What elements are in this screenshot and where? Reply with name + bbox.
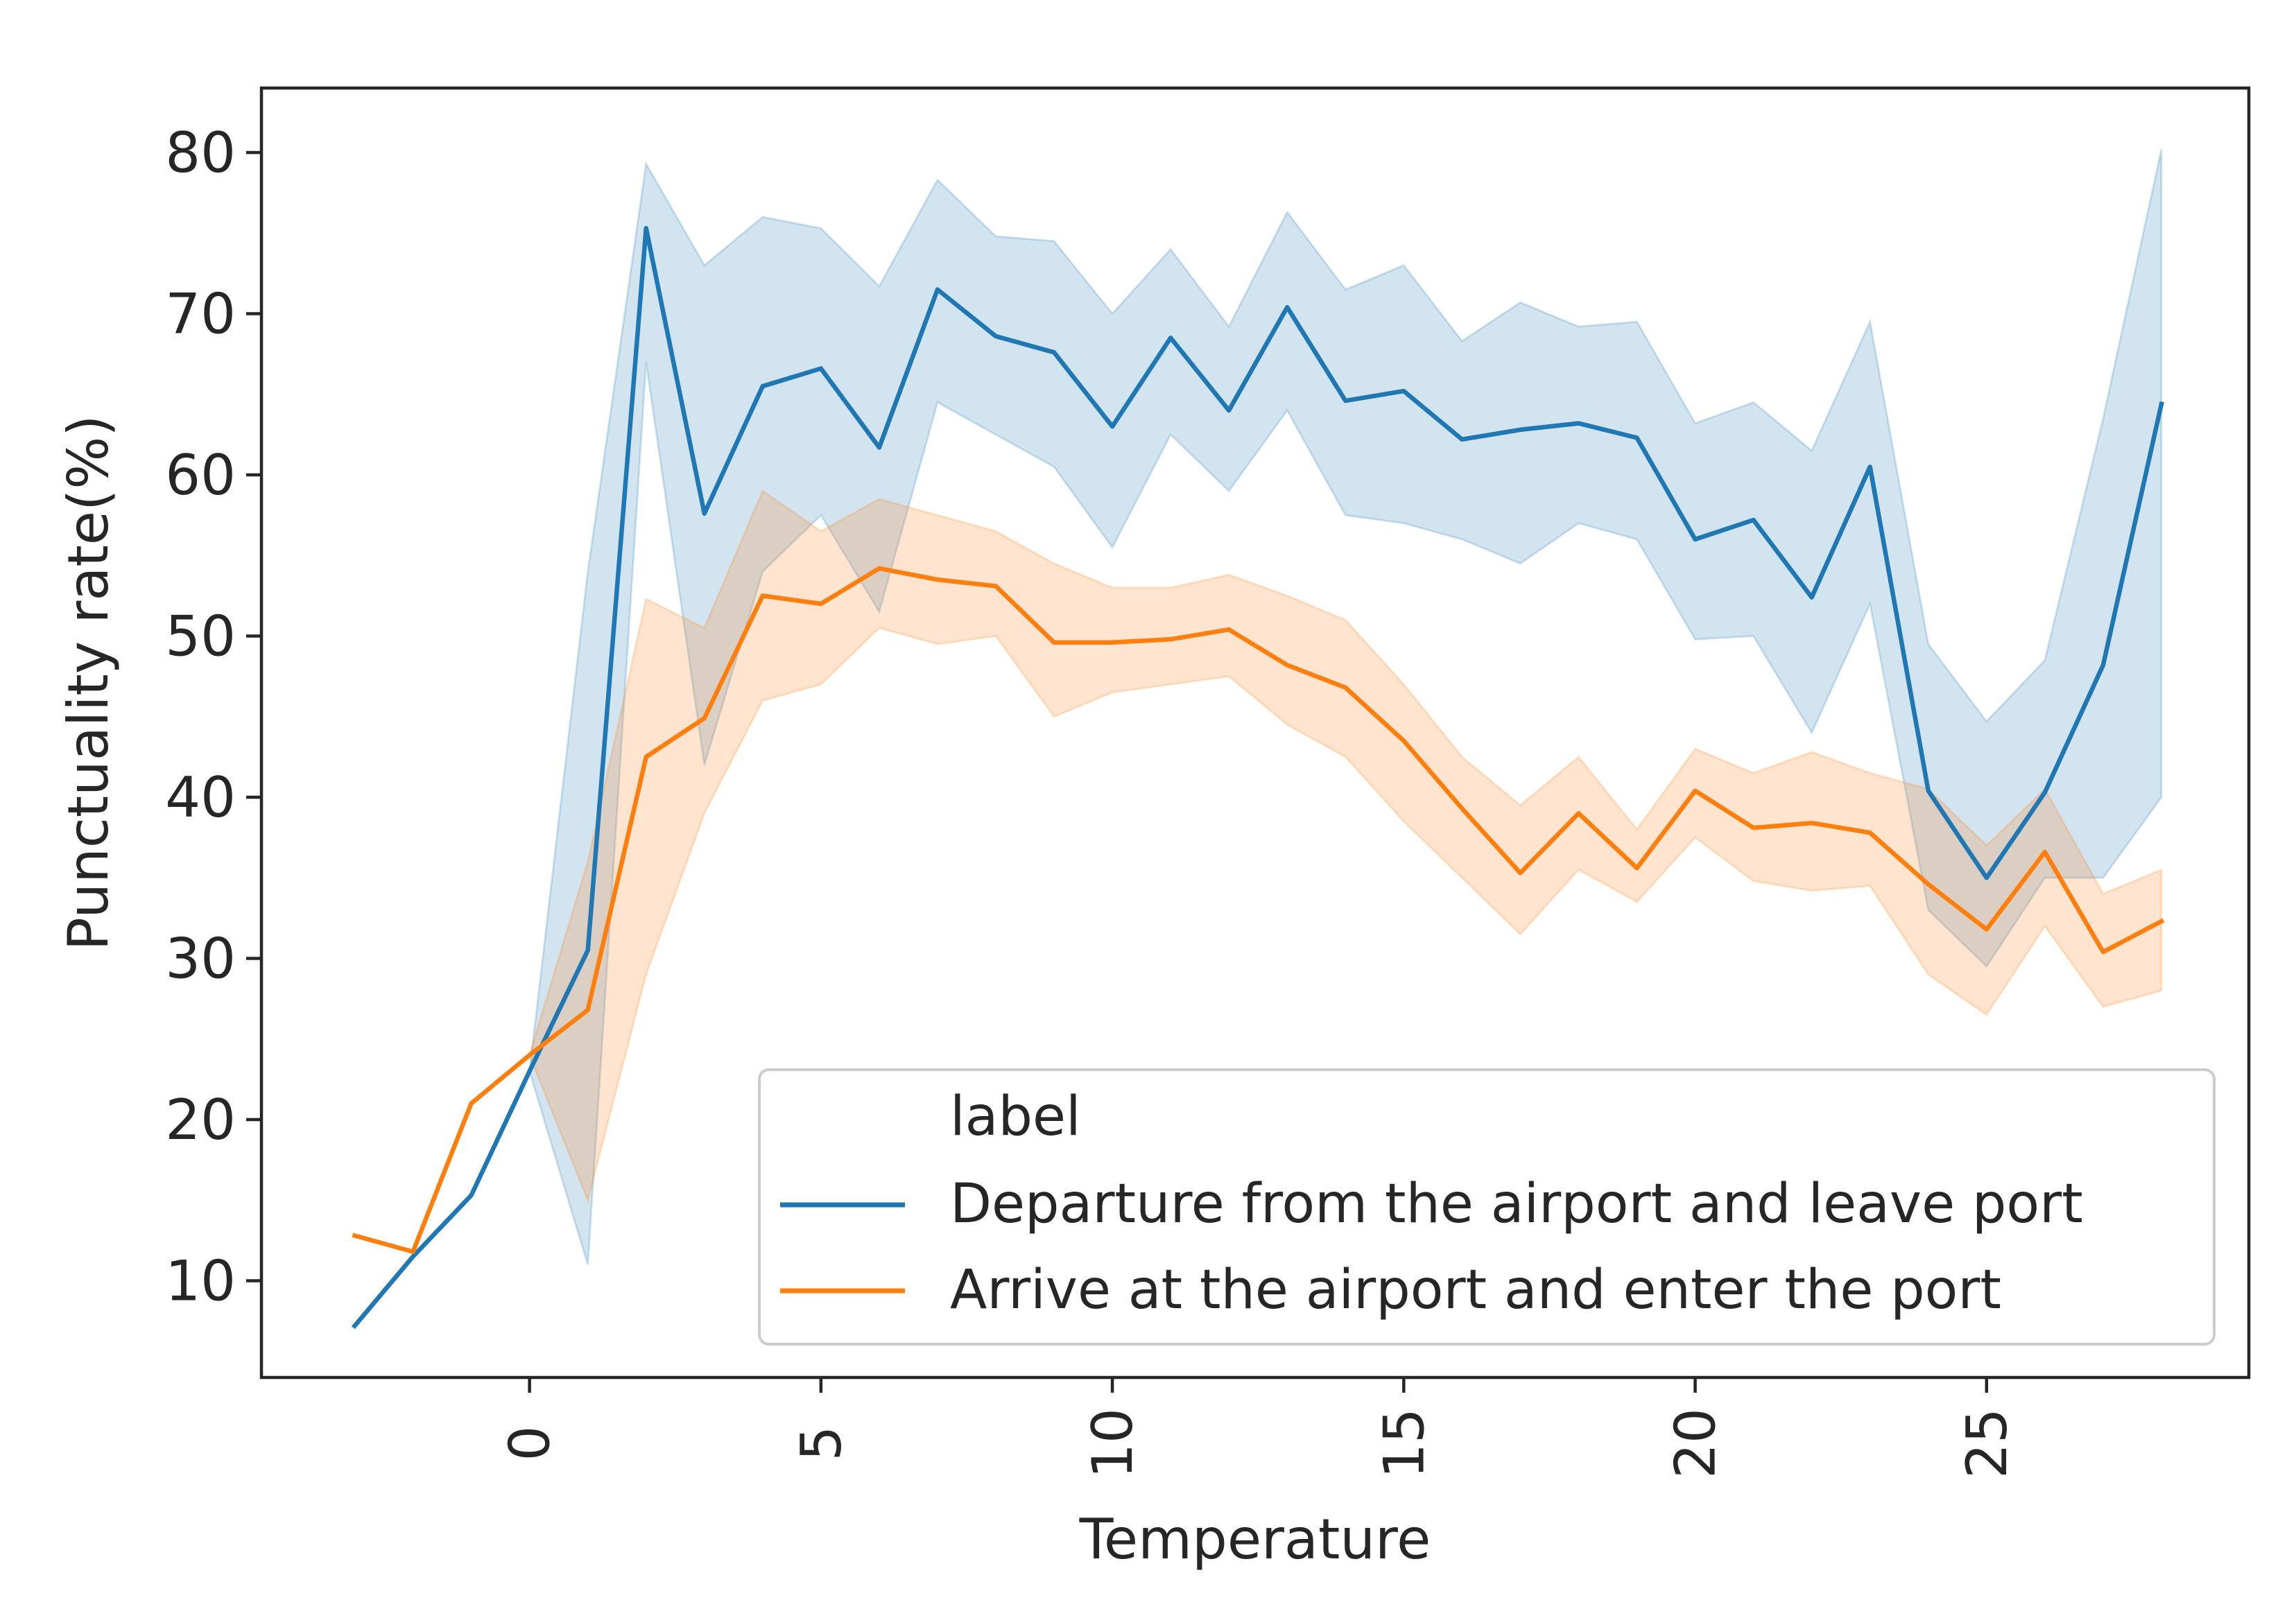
y-tick-label: 70 bbox=[165, 282, 236, 347]
series-line-departure bbox=[351, 226, 2164, 1330]
x-axis-label: Temperature bbox=[1079, 1507, 1431, 1572]
y-tick-label: 60 bbox=[165, 443, 236, 507]
y-axis-label: Punctuality rate(%) bbox=[56, 415, 121, 951]
y-axis: 10 20 30 40 50 60 70 80 bbox=[165, 121, 261, 1314]
confidence-bands bbox=[354, 149, 2163, 1327]
legend-label-arrival: Arrive at the airport and enter the port bbox=[950, 1259, 2001, 1321]
y-tick-label: 50 bbox=[165, 605, 236, 669]
x-axis: 0 5 10 15 20 25 bbox=[498, 1377, 2019, 1479]
x-tick-label: 20 bbox=[1664, 1408, 1728, 1479]
legend-title: label bbox=[950, 1086, 1081, 1148]
legend-label-departure: Departure from the airport and leave por… bbox=[950, 1173, 2083, 1235]
series-line-arrive bbox=[352, 566, 2165, 1254]
x-tick-label: 0 bbox=[498, 1426, 562, 1461]
legend: label Departure from the airport and lea… bbox=[758, 1068, 2216, 1346]
y-tick-label: 20 bbox=[165, 1088, 236, 1152]
y-tick-label: 40 bbox=[165, 765, 236, 830]
confidence-band-arrive bbox=[354, 489, 2163, 1253]
x-tick-label: 10 bbox=[1080, 1408, 1145, 1479]
x-tick-label: 25 bbox=[1955, 1408, 2019, 1479]
x-tick-label: 15 bbox=[1372, 1408, 1436, 1479]
confidence-band-departure bbox=[354, 149, 2163, 1327]
legend-box bbox=[758, 1068, 2216, 1346]
y-tick-label: 30 bbox=[165, 927, 236, 991]
plot-frame bbox=[259, 86, 2251, 1380]
y-tick-label: 10 bbox=[165, 1249, 236, 1314]
x-tick-label: 5 bbox=[789, 1426, 854, 1461]
series-lines bbox=[351, 226, 2165, 1330]
y-tick-label: 80 bbox=[165, 121, 236, 185]
